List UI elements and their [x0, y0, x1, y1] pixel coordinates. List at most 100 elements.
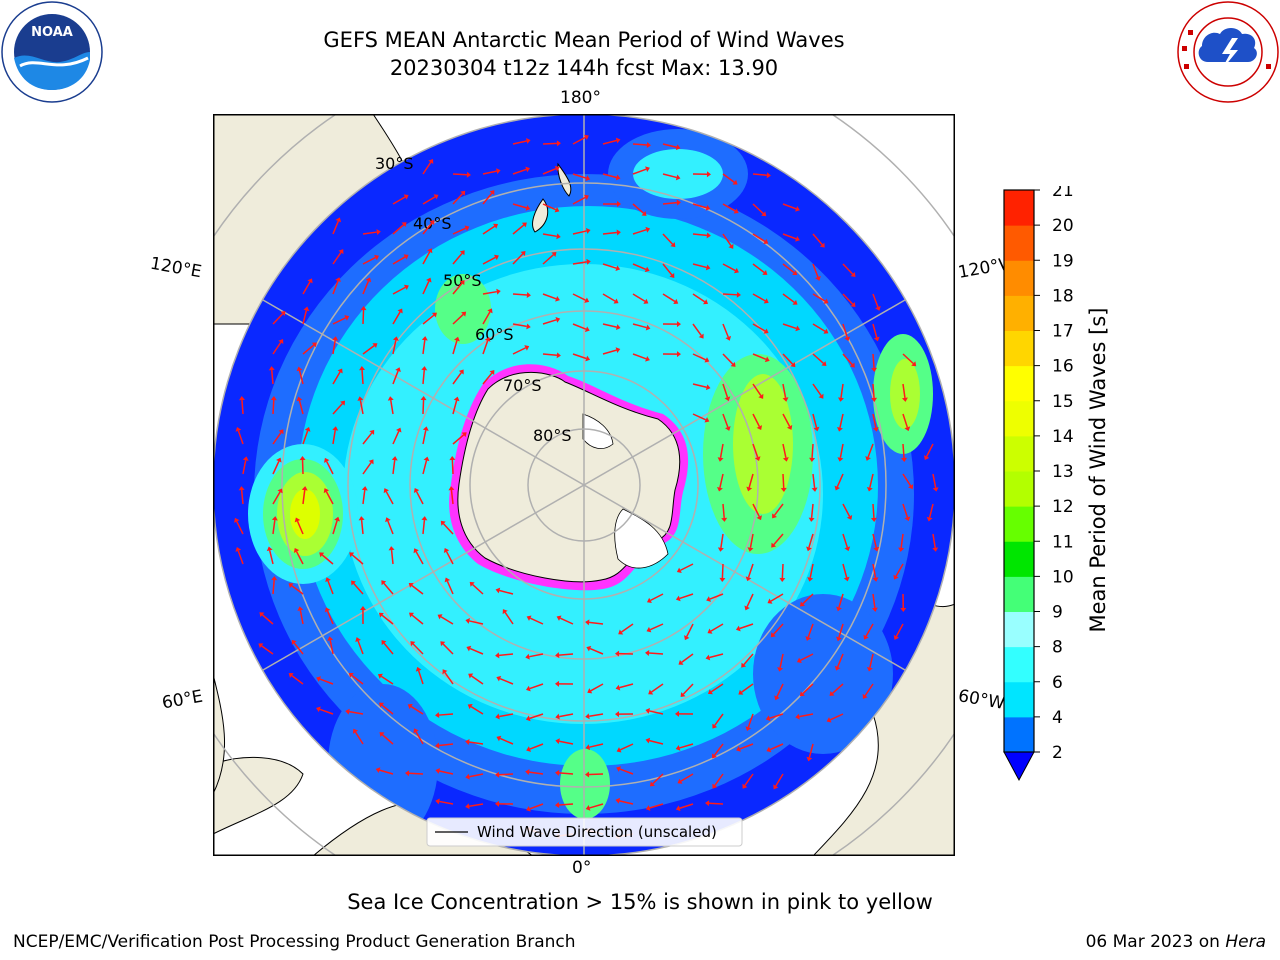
- wind-arrow: [295, 551, 304, 565]
- wind-arrow-head: [926, 516, 933, 522]
- wind-arrow-head: [437, 614, 443, 620]
- wind-arrow: [662, 293, 676, 303]
- wind-arrow-head: [645, 737, 651, 744]
- wind-arrow-head: [448, 486, 455, 491]
- wind-arrow: [392, 256, 406, 265]
- wind-arrow-head: [526, 746, 532, 752]
- wind-arrow: [719, 473, 724, 488]
- wind-arrow-head: [259, 612, 265, 618]
- wind-arrow: [836, 473, 844, 488]
- wind-arrow: [752, 413, 761, 427]
- wind-arrow: [812, 383, 822, 396]
- wind-arrow: [415, 491, 424, 505]
- wind-arrow: [589, 647, 604, 655]
- colorbar-tick-label: 12: [1052, 497, 1074, 517]
- wind-arrow: [572, 293, 586, 301]
- wind-arrow: [410, 705, 424, 715]
- wind-arrow: [422, 280, 430, 295]
- wind-arrow: [542, 353, 558, 357]
- wind-arrow-head: [392, 336, 399, 341]
- wind-arrow-head: [423, 456, 430, 462]
- wind-arrow-head: [615, 684, 621, 691]
- wind-arrow: [319, 708, 334, 715]
- wind-arrow: [713, 743, 724, 756]
- wind-arrow-head: [773, 784, 779, 790]
- wind-arrow-head: [235, 547, 242, 552]
- wind-arrow-head: [433, 194, 439, 200]
- wind-arrow: [649, 739, 664, 745]
- wind-arrow-head: [429, 219, 435, 225]
- wind-arrow-head: [821, 361, 827, 366]
- wind-arrow: [332, 430, 336, 445]
- wind-arrow: [499, 737, 514, 745]
- wind-arrow: [752, 503, 760, 517]
- wind-arrow-head: [675, 745, 681, 751]
- wind-arrow: [602, 173, 617, 179]
- wind-arrow: [351, 674, 364, 685]
- wind-arrow-head: [459, 280, 465, 286]
- wind-arrow: [840, 383, 844, 398]
- wind-arrow: [872, 563, 877, 578]
- wind-arrow: [812, 353, 824, 364]
- wind-arrow-head: [742, 783, 748, 789]
- wind-arrow-head: [316, 676, 321, 682]
- wind-arrow-head: [556, 140, 561, 147]
- wind-arrow-head: [616, 747, 622, 753]
- wind-arrow-head: [465, 773, 470, 780]
- wind-arrow: [842, 293, 854, 305]
- wind-arrow-head: [712, 783, 718, 789]
- wind-arrow: [782, 323, 797, 330]
- wind-arrow: [812, 473, 816, 488]
- wind-arrow-head: [585, 355, 591, 362]
- wind-arrow-head: [645, 226, 651, 233]
- wind-arrow: [240, 489, 244, 505]
- wind-arrow: [902, 443, 905, 459]
- wind-arrow: [417, 670, 424, 685]
- wind-arrow: [807, 623, 814, 638]
- wind-arrow-head: [704, 417, 710, 423]
- wind-arrow: [782, 383, 787, 398]
- wind-arrow-head: [348, 672, 354, 678]
- wind-arrow-head: [646, 142, 651, 149]
- wind-arrow-head: [453, 396, 460, 402]
- wind-arrow: [302, 430, 309, 445]
- wind-arrow-head: [427, 248, 433, 254]
- wind-arrow-head: [288, 673, 294, 678]
- wind-arrow-head: [648, 689, 654, 695]
- wind-arrow: [482, 372, 493, 385]
- wind-arrow: [529, 617, 544, 625]
- wind-arrow: [241, 399, 244, 415]
- wind-arrow: [809, 563, 814, 578]
- wind-arrow: [869, 473, 874, 488]
- wind-arrow: [721, 563, 724, 579]
- wind-arrow: [632, 293, 646, 302]
- colorbar-tick-label: 16: [1052, 357, 1074, 377]
- wind-arrow: [381, 734, 394, 745]
- wind-arrow: [499, 677, 514, 685]
- wind-arrow-head: [754, 456, 761, 461]
- wind-arrow: [808, 533, 814, 548]
- wind-arrow: [422, 251, 431, 265]
- wind-arrow-head: [466, 171, 471, 178]
- wind-arrow-head: [234, 517, 240, 523]
- wind-arrow: [589, 803, 604, 809]
- wind-arrow: [452, 434, 465, 445]
- colorbar-tick-label: 10: [1052, 567, 1074, 587]
- wind-arrow: [559, 740, 574, 745]
- wind-arrow: [422, 399, 425, 415]
- wind-arrow-head: [676, 567, 682, 573]
- wind-arrow-head: [645, 708, 650, 714]
- wind-arrow-head: [387, 396, 394, 401]
- wind-arrow: [387, 520, 394, 535]
- wind-arrow-head: [495, 587, 501, 594]
- wind-arrow-head: [454, 336, 460, 342]
- wind-arrow: [802, 683, 814, 695]
- wind-arrow: [359, 400, 364, 415]
- wind-arrow: [779, 653, 784, 668]
- wind-arrow-head: [744, 605, 750, 611]
- wind-arrow: [381, 704, 394, 715]
- wind-arrow-head: [587, 688, 593, 694]
- wind-arrow-head: [733, 267, 739, 274]
- wind-arrow-head: [703, 299, 709, 305]
- wind-arrow: [422, 430, 427, 445]
